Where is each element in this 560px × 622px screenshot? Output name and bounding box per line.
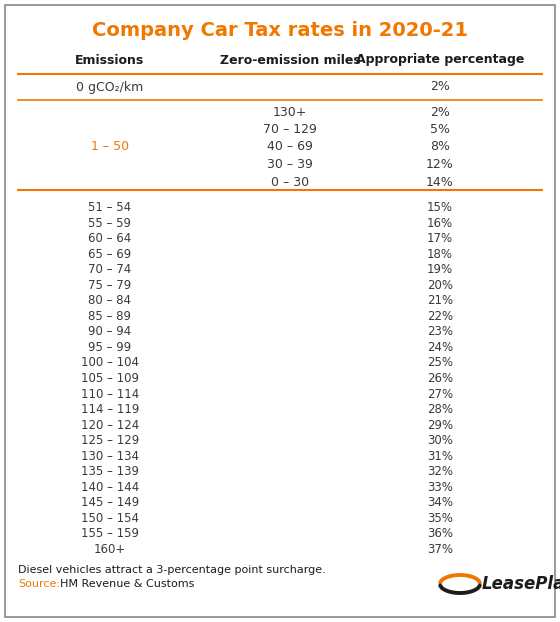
Text: 2%: 2% (430, 80, 450, 93)
Text: 37%: 37% (427, 543, 453, 555)
Text: 12%: 12% (426, 158, 454, 171)
Text: Emissions: Emissions (76, 53, 144, 67)
Text: 19%: 19% (427, 263, 453, 276)
Text: 27%: 27% (427, 388, 453, 401)
Text: 0 gCO₂/km: 0 gCO₂/km (76, 80, 143, 93)
Text: 145 – 149: 145 – 149 (81, 496, 139, 509)
Text: 15%: 15% (427, 202, 453, 214)
Text: 26%: 26% (427, 372, 453, 385)
Text: 28%: 28% (427, 403, 453, 416)
Text: 155 – 159: 155 – 159 (81, 527, 139, 541)
Text: LeasePlan: LeasePlan (482, 575, 560, 593)
Text: 14%: 14% (426, 175, 454, 188)
Text: Company Car Tax rates in 2020-21: Company Car Tax rates in 2020-21 (92, 21, 468, 40)
Text: 20%: 20% (427, 279, 453, 292)
Text: Appropriate percentage: Appropriate percentage (356, 53, 524, 67)
Text: 130 – 134: 130 – 134 (81, 450, 139, 463)
Text: 70 – 74: 70 – 74 (88, 263, 132, 276)
Text: HM Revenue & Customs: HM Revenue & Customs (60, 579, 194, 589)
Text: 8%: 8% (430, 141, 450, 154)
Text: 105 – 109: 105 – 109 (81, 372, 139, 385)
Text: 33%: 33% (427, 481, 453, 494)
Text: 160+: 160+ (94, 543, 126, 555)
Text: Source:: Source: (18, 579, 60, 589)
Text: 5%: 5% (430, 123, 450, 136)
Text: 150 – 154: 150 – 154 (81, 512, 139, 525)
Text: 114 – 119: 114 – 119 (81, 403, 139, 416)
Text: 60 – 64: 60 – 64 (88, 232, 132, 245)
Text: Zero-emission miles: Zero-emission miles (220, 53, 361, 67)
Text: 135 – 139: 135 – 139 (81, 465, 139, 478)
Text: 75 – 79: 75 – 79 (88, 279, 132, 292)
Text: 17%: 17% (427, 232, 453, 245)
Text: 2%: 2% (430, 106, 450, 119)
Text: 24%: 24% (427, 341, 453, 354)
Text: 1 – 50: 1 – 50 (91, 141, 129, 154)
Text: 140 – 144: 140 – 144 (81, 481, 139, 494)
Text: 30%: 30% (427, 434, 453, 447)
Text: 110 – 114: 110 – 114 (81, 388, 139, 401)
Text: 55 – 59: 55 – 59 (88, 217, 132, 230)
Text: 51 – 54: 51 – 54 (88, 202, 132, 214)
Text: 100 – 104: 100 – 104 (81, 356, 139, 369)
Text: 29%: 29% (427, 419, 453, 432)
Text: 18%: 18% (427, 248, 453, 261)
Text: 35%: 35% (427, 512, 453, 525)
Text: 90 – 94: 90 – 94 (88, 325, 132, 338)
Text: 85 – 89: 85 – 89 (88, 310, 132, 323)
Text: 70 – 129: 70 – 129 (263, 123, 317, 136)
Text: 40 – 69: 40 – 69 (267, 141, 313, 154)
Text: 23%: 23% (427, 325, 453, 338)
Text: 130+: 130+ (273, 106, 307, 119)
Text: 80 – 84: 80 – 84 (88, 294, 132, 307)
Text: 25%: 25% (427, 356, 453, 369)
Text: 31%: 31% (427, 450, 453, 463)
Text: 95 – 99: 95 – 99 (88, 341, 132, 354)
Text: 120 – 124: 120 – 124 (81, 419, 139, 432)
Text: 65 – 69: 65 – 69 (88, 248, 132, 261)
Text: 34%: 34% (427, 496, 453, 509)
Text: 21%: 21% (427, 294, 453, 307)
Text: 0 – 30: 0 – 30 (271, 175, 309, 188)
Text: 36%: 36% (427, 527, 453, 541)
Text: 22%: 22% (427, 310, 453, 323)
Text: 32%: 32% (427, 465, 453, 478)
Text: 16%: 16% (427, 217, 453, 230)
Text: 125 – 129: 125 – 129 (81, 434, 139, 447)
Text: Diesel vehicles attract a 3-percentage point surcharge.: Diesel vehicles attract a 3-percentage p… (18, 565, 326, 575)
Text: 30 – 39: 30 – 39 (267, 158, 313, 171)
